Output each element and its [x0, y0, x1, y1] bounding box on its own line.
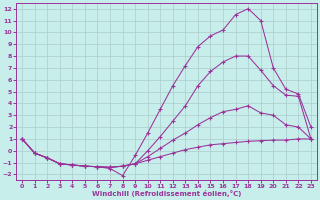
X-axis label: Windchill (Refroidissement éolien,°C): Windchill (Refroidissement éolien,°C): [92, 190, 241, 197]
